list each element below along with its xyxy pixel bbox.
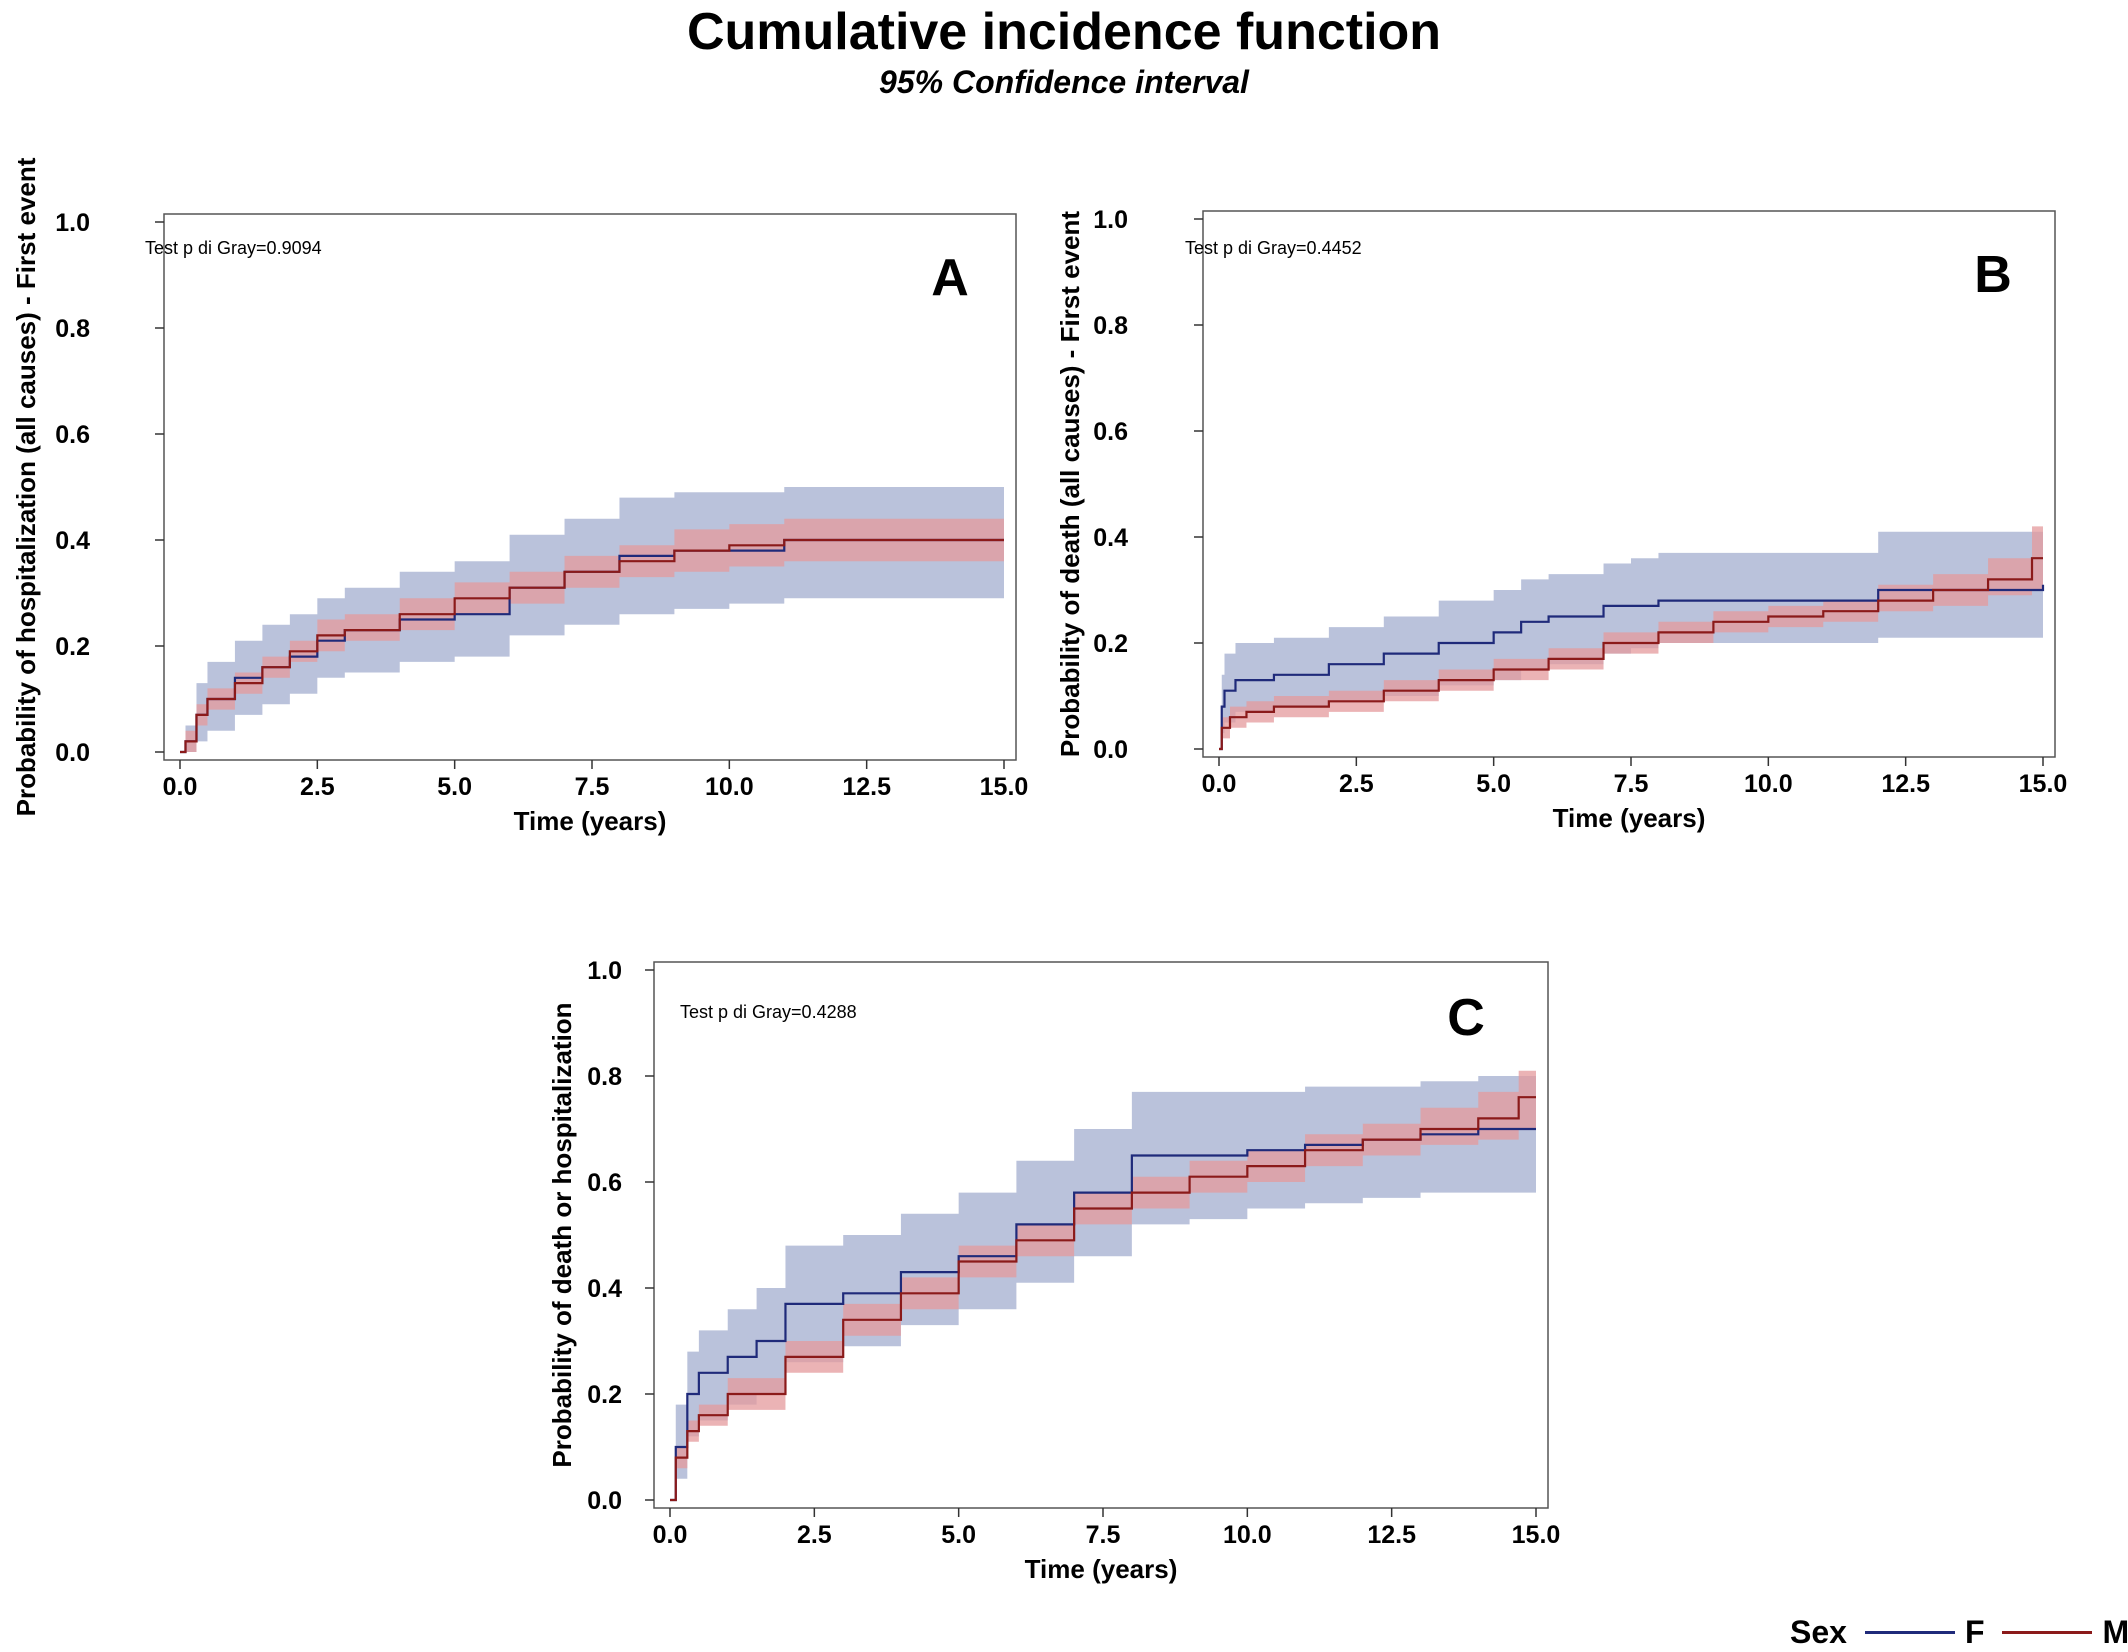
y-tick-label: 0.8 [1093,312,1128,340]
x-tick-label: 5.0 [941,1521,976,1549]
gray-test-annotation: Test p di Gray=0.4452 [1185,238,1362,258]
x-tick-label: 15.0 [1512,1521,1561,1549]
plot-frame [1202,210,2056,758]
x-tick-label: 2.5 [300,773,335,801]
y-tick-label: 0.2 [55,633,90,661]
x-tick-label: 7.5 [575,773,610,801]
x-tick-label: 0.0 [653,1521,688,1549]
x-tick-label: 10.0 [1223,1521,1272,1549]
panel-label: C [1447,989,1485,1047]
x-tick-label: 12.5 [1881,770,1930,798]
x-tick-label: 2.5 [1339,770,1374,798]
legend-label-f: F [1964,1613,1985,1650]
series-line-m [670,1096,1536,1502]
y-tick-label: 0.0 [587,1487,622,1515]
x-tick-label: 0.0 [163,773,198,801]
x-axis-label: Time (years) [1553,803,1706,833]
legend-label-m: M [2102,1613,2128,1650]
x-tick-label: 10.0 [1744,770,1793,798]
x-tick-label: 7.5 [1614,770,1649,798]
x-tick-label: 12.5 [842,773,891,801]
y-tick-label: 0.6 [55,421,90,449]
plot-frame [163,213,1017,761]
y-axis-label: Probability of death (all causes) - Firs… [1055,211,1085,757]
panel-label: A [931,249,969,307]
figure-subtitle: 95% Confidence interval [879,64,1249,100]
series-line-m [180,538,1004,754]
y-tick-label: 0.0 [55,739,90,767]
x-tick-label: 15.0 [980,773,1029,801]
series-line-m [1219,557,2043,751]
legend: Sex F M [1790,1612,2128,1652]
ci-band-m [1219,526,2043,749]
panel-c: 0.0 2.5 5.0 7.5 10.0 12.5 15.0 0.0 0.2 0.4 0.6 0.8 1… [547,957,1560,1584]
x-axis-label: Time (years) [514,806,667,836]
legend-title: Sex [1790,1613,1847,1650]
x-axis-label: Time (years) [1025,1554,1178,1584]
y-tick-label: 0.4 [1093,524,1128,552]
x-tick-label: 10.0 [705,773,754,801]
ci-band-f [670,1076,1536,1500]
y-axis-label: Probability of hospitalization (all caus… [11,157,41,816]
y-tick-label: 0.8 [587,1063,622,1091]
y-axis-label: Probability of death or hospitalization [547,1002,577,1467]
ci-band-m [670,1070,1536,1500]
y-tick-label: 1.0 [55,209,90,237]
legend-swatch-f [1864,1630,1955,1634]
y-tick-label: 0.4 [55,527,90,555]
y-tick-label: 1.0 [1093,206,1128,234]
panel-a: 0.0 2.5 5.0 7.5 10.0 12.5 15.0 0.0 0.2 0.4 0.6 0.8 1… [11,157,1028,836]
x-tick-label: 7.5 [1086,1521,1121,1549]
figure-title: Cumulative incidence function [686,3,1442,61]
series-line-f [1219,584,2045,751]
y-tick-label: 0.8 [55,315,90,343]
gray-test-annotation: Test p di Gray=0.9094 [145,238,322,258]
x-tick-label: 12.5 [1367,1521,1416,1549]
y-tick-label: 0.4 [587,1275,622,1303]
x-tick-label: 2.5 [797,1521,832,1549]
plot-frame [653,961,1549,1509]
y-tick-label: 0.6 [1093,418,1128,446]
y-tick-label: 0.2 [587,1381,622,1409]
x-tick-label: 0.0 [1202,770,1237,798]
legend-swatch-m [2002,1630,2093,1634]
y-tick-label: 0.0 [1093,736,1128,764]
x-tick-label: 5.0 [1476,770,1511,798]
y-tick-label: 1.0 [587,957,622,985]
x-tick-label: 15.0 [2019,770,2068,798]
panel-label: B [1974,246,2012,304]
x-tick-label: 5.0 [437,773,472,801]
y-tick-label: 0.6 [587,1169,622,1197]
panel-b: 0.0 2.5 5.0 7.5 10.0 12.5 15.0 0.0 0.2 0.4 0.6 0.8 1… [1055,206,2067,833]
y-tick-label: 0.2 [1093,630,1128,658]
gray-test-annotation: Test p di Gray=0.4288 [680,1002,857,1022]
